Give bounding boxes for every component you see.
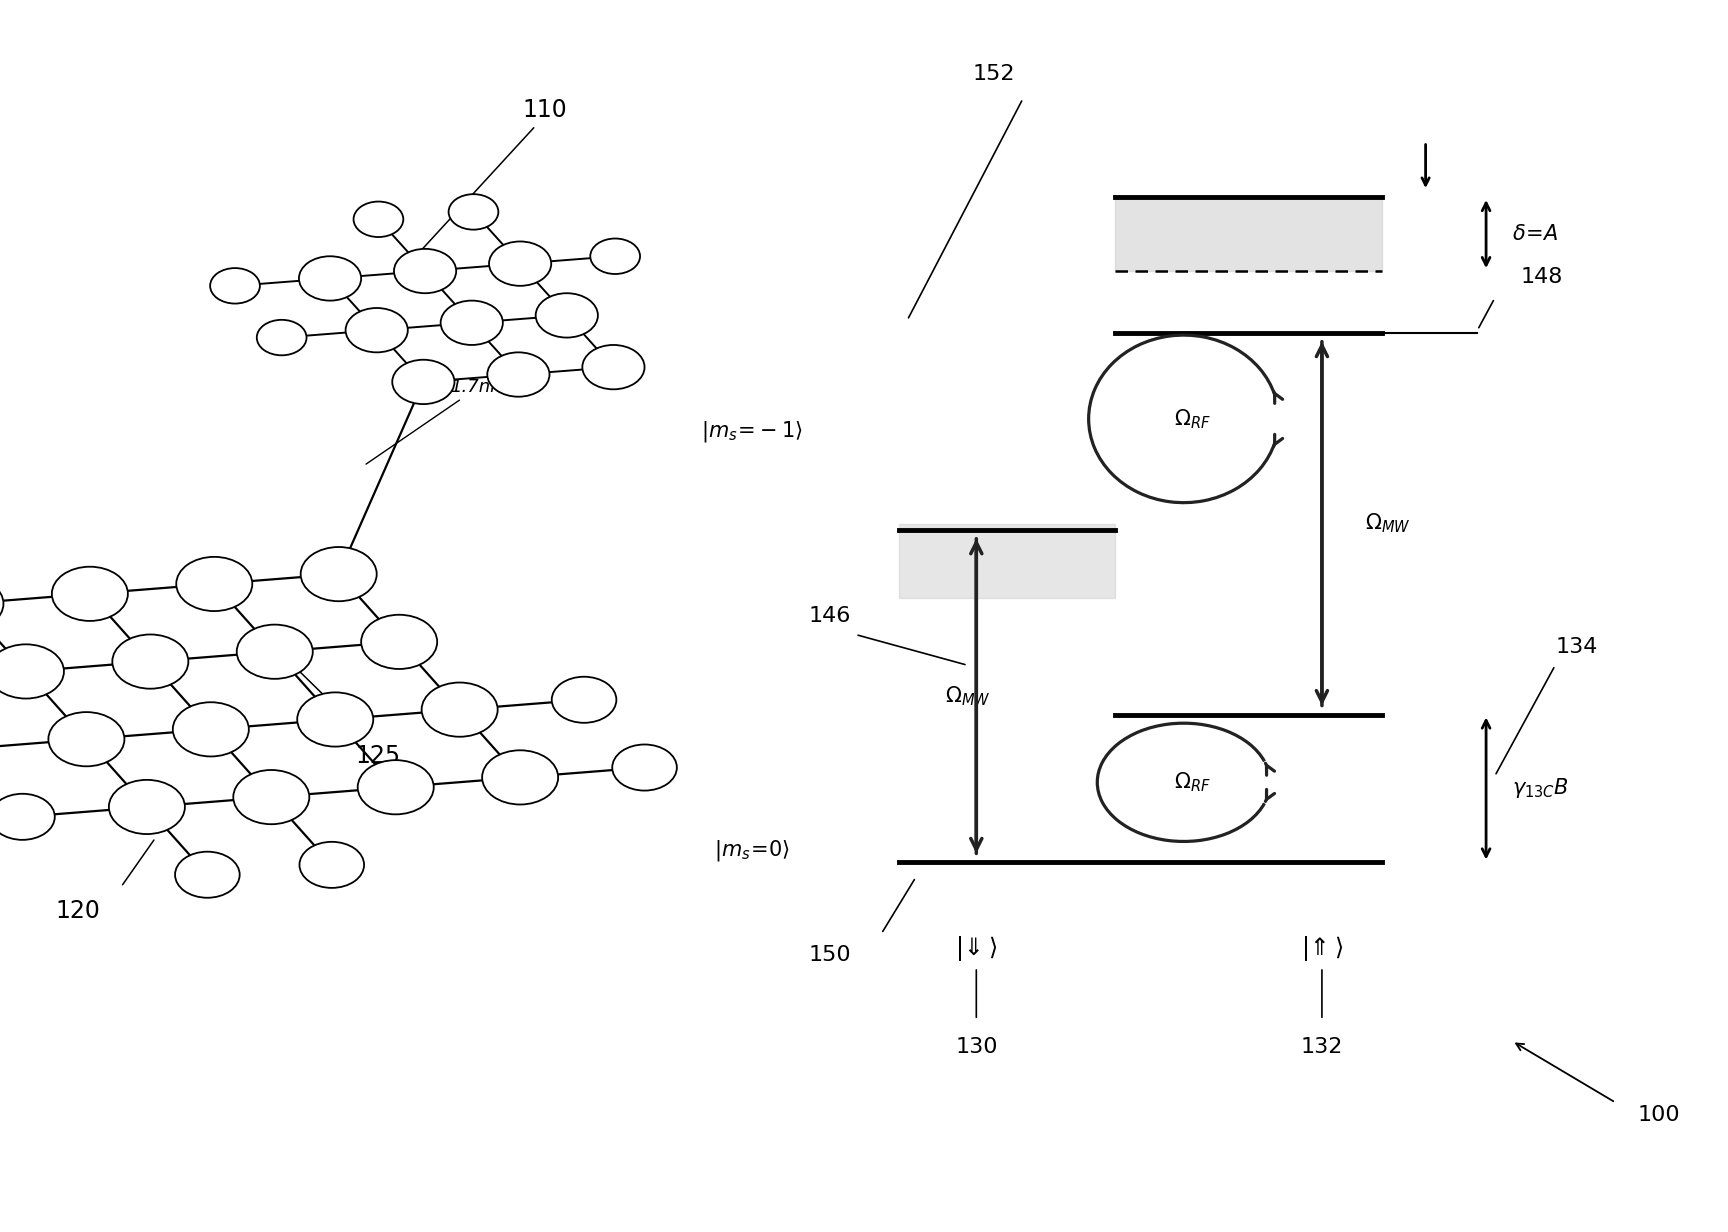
Circle shape [0, 644, 64, 699]
Circle shape [358, 760, 434, 814]
Text: 134: 134 [1555, 637, 1598, 657]
Circle shape [109, 780, 185, 834]
Circle shape [173, 702, 249, 756]
Circle shape [482, 750, 558, 804]
Circle shape [299, 256, 361, 301]
Circle shape [612, 744, 677, 791]
Text: 120: 120 [55, 899, 100, 923]
Text: $|m_s\!=\!-1\rangle$: $|m_s\!=\!-1\rangle$ [702, 419, 802, 444]
Circle shape [536, 293, 598, 338]
Text: 125: 125 [356, 744, 401, 768]
Text: $\Omega_{RF}$: $\Omega_{RF}$ [1173, 770, 1211, 795]
Text: $|\!\Downarrow\rangle$: $|\!\Downarrow\rangle$ [956, 934, 997, 963]
Circle shape [361, 615, 437, 669]
Circle shape [354, 202, 403, 237]
Text: 1.7nm: 1.7nm [366, 378, 508, 464]
Circle shape [591, 239, 639, 274]
Text: $\Omega_{MW}$: $\Omega_{MW}$ [945, 684, 990, 708]
Circle shape [211, 269, 259, 303]
Text: $\Omega_{RF}$: $\Omega_{RF}$ [1173, 407, 1211, 431]
Text: 110: 110 [522, 99, 567, 122]
Text: $|m_s\!=\!0\rangle$: $|m_s\!=\!0\rangle$ [714, 838, 790, 862]
Circle shape [233, 770, 309, 824]
Bar [1115, 197, 1382, 271]
Text: 148: 148 [1521, 267, 1564, 287]
Text: 130: 130 [956, 1037, 997, 1057]
Bar [899, 524, 1115, 598]
Circle shape [48, 712, 124, 766]
Text: 100: 100 [1638, 1105, 1680, 1125]
Circle shape [392, 360, 454, 404]
Text: 146: 146 [809, 606, 850, 626]
Circle shape [0, 793, 55, 840]
Circle shape [297, 692, 373, 747]
Text: 152: 152 [973, 64, 1014, 84]
Text: $|\!\Uparrow\rangle$: $|\!\Uparrow\rangle$ [1301, 934, 1343, 963]
Circle shape [394, 249, 456, 293]
Circle shape [237, 625, 313, 679]
Text: 132: 132 [1301, 1037, 1343, 1057]
Circle shape [301, 547, 377, 601]
Circle shape [112, 634, 188, 689]
Circle shape [299, 841, 365, 888]
Circle shape [489, 241, 551, 286]
Text: $\delta\!=\!A$: $\delta\!=\!A$ [1512, 224, 1559, 244]
Text: $\Omega_{MW}$: $\Omega_{MW}$ [1365, 511, 1410, 536]
Circle shape [551, 676, 617, 723]
Text: 150: 150 [809, 945, 850, 965]
Circle shape [257, 320, 306, 355]
Circle shape [0, 577, 3, 631]
Circle shape [176, 557, 252, 611]
Circle shape [582, 345, 645, 389]
Text: $\gamma_{13C}B$: $\gamma_{13C}B$ [1512, 776, 1569, 801]
Circle shape [52, 567, 128, 621]
Circle shape [449, 195, 498, 229]
Circle shape [487, 352, 550, 397]
Circle shape [422, 683, 498, 737]
Circle shape [346, 308, 408, 352]
Circle shape [175, 851, 240, 898]
Circle shape [441, 301, 503, 345]
